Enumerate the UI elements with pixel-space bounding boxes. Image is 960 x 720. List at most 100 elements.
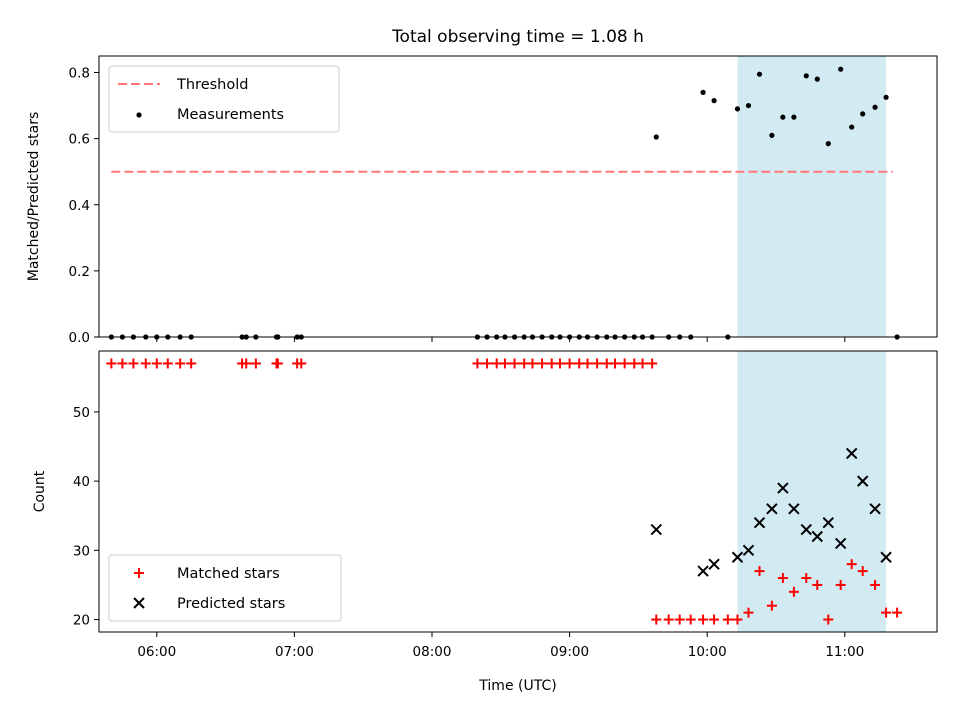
bottom-highlight-span — [737, 351, 887, 632]
top-legend: Threshold Measurements — [108, 65, 340, 133]
predicted-star-point — [845, 447, 858, 460]
matched-star-point — [812, 579, 823, 590]
measurement-point — [814, 76, 820, 82]
matched-star-point — [610, 358, 621, 369]
matched-star-point — [647, 358, 658, 369]
matched-star-point — [801, 573, 812, 584]
y-tick-label: 40 — [73, 474, 90, 490]
measurement-point — [838, 66, 844, 72]
matched-star-point — [117, 358, 128, 369]
predicted-star-point — [708, 558, 720, 570]
predicted-star-point — [834, 537, 847, 550]
measurement-point — [734, 106, 741, 112]
matched-star-point — [186, 358, 197, 369]
x-tick-label: 10:00 — [688, 644, 727, 660]
predicted-star-point — [731, 551, 744, 563]
matched-star-point — [140, 358, 151, 369]
matched-star-point — [637, 358, 648, 369]
measurement-point — [653, 134, 659, 140]
bottom-axes-frame — [98, 350, 938, 633]
predicted-star-point — [880, 551, 892, 563]
matched-star-point — [250, 358, 261, 369]
measurement-point — [883, 94, 889, 100]
x-tick-label: 07:00 — [275, 644, 314, 660]
legend-matched-swatch — [134, 568, 144, 578]
measurement-point — [791, 114, 797, 120]
bottom-x-ticks: 06:00 07:00 08:00 09:00 10:00 11:00 — [137, 632, 864, 660]
matched-star-point — [835, 579, 846, 590]
matched-star-point — [106, 358, 117, 369]
matched-star-point — [685, 614, 696, 625]
predicted-star-point — [800, 523, 812, 536]
matched-star-point — [499, 358, 510, 369]
matched-star-point — [732, 614, 743, 625]
matched-star-point — [823, 614, 834, 625]
x-tick-label: 11:00 — [825, 644, 864, 660]
matched-star-point — [846, 559, 857, 570]
matched-star-point — [582, 358, 593, 369]
predicted-star-point — [742, 544, 755, 557]
measurement-point — [711, 98, 717, 104]
measurement-point — [700, 89, 706, 95]
matched-star-point — [537, 358, 548, 369]
matched-star-point — [892, 607, 903, 618]
predicted-star-point — [856, 475, 869, 487]
legend-measurement-swatch — [136, 112, 142, 118]
matched-star-point — [663, 614, 674, 625]
legend-label: Threshold — [176, 77, 248, 93]
matched-star-point — [554, 358, 565, 369]
matched-star-point — [777, 573, 788, 584]
matched-star-point — [788, 586, 799, 597]
top-axes-frame — [98, 55, 938, 338]
measurement-point — [849, 124, 855, 130]
y-tick-label: 0.2 — [69, 264, 90, 280]
matched-star-point — [743, 607, 754, 618]
top-panel: 0.00.20.40.60.8 Matched/Predicted stars … — [26, 55, 938, 346]
legend-label: Predicted stars — [177, 596, 285, 612]
matched-star-point — [151, 358, 162, 369]
legend-box — [108, 65, 340, 133]
matched-star-point — [881, 607, 892, 618]
predicted-star-point — [788, 503, 800, 515]
measurement-point — [872, 104, 878, 110]
predicted-star-point — [869, 503, 881, 515]
legend-box — [108, 554, 342, 622]
legend-label: Measurements — [177, 107, 284, 123]
highlight-span-rect — [737, 56, 887, 337]
matched-star-point — [162, 358, 173, 369]
predicted-star-point — [777, 482, 789, 494]
matched-star-point — [857, 566, 868, 577]
matched-star-point — [564, 358, 575, 369]
matched-star-point — [527, 358, 538, 369]
matched-star-point — [619, 358, 630, 369]
matched-star-point — [766, 600, 777, 611]
measurement-point — [769, 132, 775, 138]
top-y-axis-label: Matched/Predicted stars — [26, 112, 42, 282]
matched-star-point — [698, 614, 709, 625]
predicted-star-point — [753, 516, 766, 529]
predicted-star-point — [766, 503, 778, 515]
top-highlight-span — [737, 56, 887, 337]
y-tick-label: 0.4 — [69, 198, 90, 214]
measurement-point — [825, 141, 831, 147]
matched-star-point — [592, 358, 603, 369]
matched-star-point — [175, 358, 186, 369]
measurement-point — [745, 102, 752, 109]
x-tick-label: 08:00 — [413, 644, 452, 660]
measurement-point — [803, 73, 809, 79]
measurement-point — [780, 114, 786, 120]
legend-predicted-swatch — [133, 597, 145, 609]
y-tick-label: 20 — [73, 613, 90, 629]
y-tick-label: 0.6 — [69, 132, 90, 148]
measurement-point — [860, 111, 866, 117]
measurement-point — [756, 71, 763, 77]
matched-star-point — [472, 358, 483, 369]
predicted-star-point — [650, 523, 662, 536]
matched-star-point — [296, 358, 307, 369]
matched-star-point — [651, 614, 662, 625]
matched-star-point — [272, 358, 283, 369]
matched-star-point — [509, 358, 520, 369]
bottom-x-axis-label: Time (UTC) — [478, 678, 556, 694]
